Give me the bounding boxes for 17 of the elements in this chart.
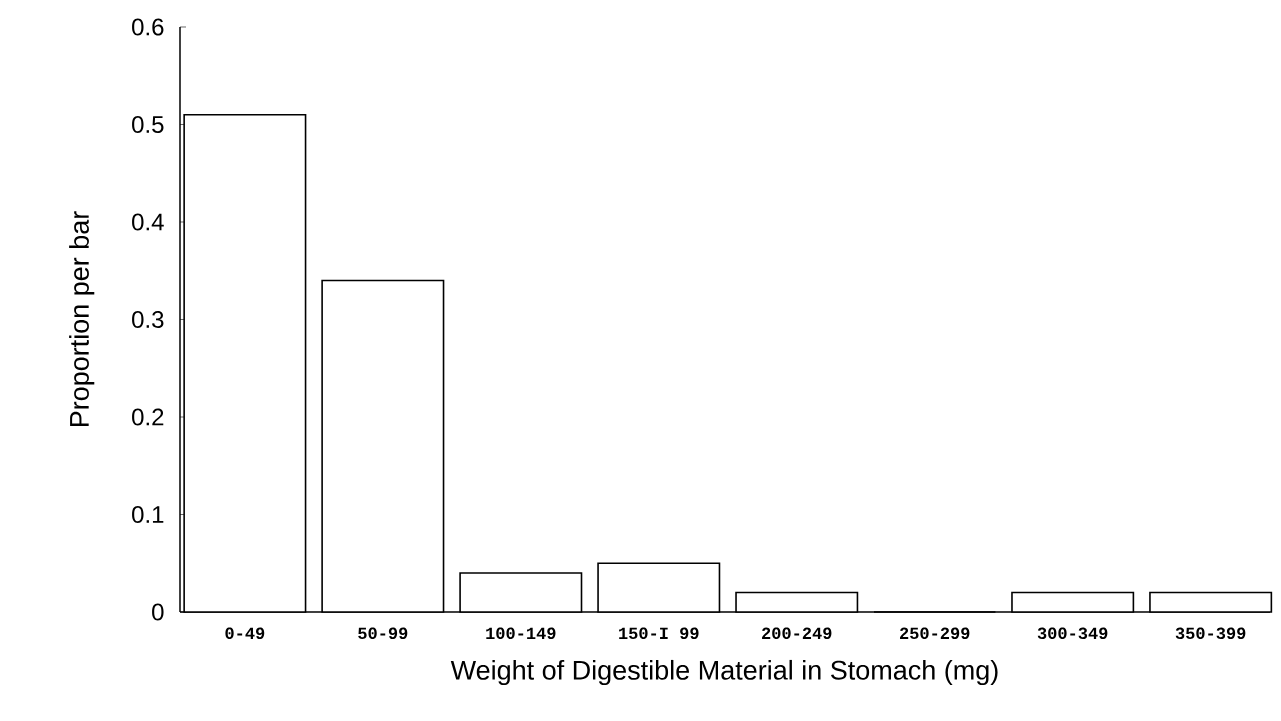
x-tick-label: 350-399 xyxy=(1175,627,1246,640)
y-tick-label: 0.3 xyxy=(132,310,164,328)
y-tick-label: 0 xyxy=(152,603,164,621)
y-tick-label: 0.5 xyxy=(132,115,164,133)
x-tick-label: 150-I 99 xyxy=(619,627,699,640)
y-tick-label: 0.2 xyxy=(132,408,164,426)
y-axis-title: Proportion per bar xyxy=(69,211,95,427)
y-tick-label: 0.4 xyxy=(132,213,164,231)
x-tick-label: 200-249 xyxy=(762,627,832,640)
y-tick-label: 0.6 xyxy=(132,18,164,36)
x-tick-label: 100-149 xyxy=(486,627,556,640)
x-tick-label: 250-299 xyxy=(900,627,970,640)
x-axis-title: Weight of Digestible Material in Stomach (mg) xyxy=(450,659,998,686)
x-tick-label: 0-49 xyxy=(225,627,265,640)
x-tick-label: 300-349 xyxy=(1037,627,1108,640)
x-tick-label: 50-99 xyxy=(358,627,408,640)
y-tick-label: 0.1 xyxy=(132,506,164,523)
